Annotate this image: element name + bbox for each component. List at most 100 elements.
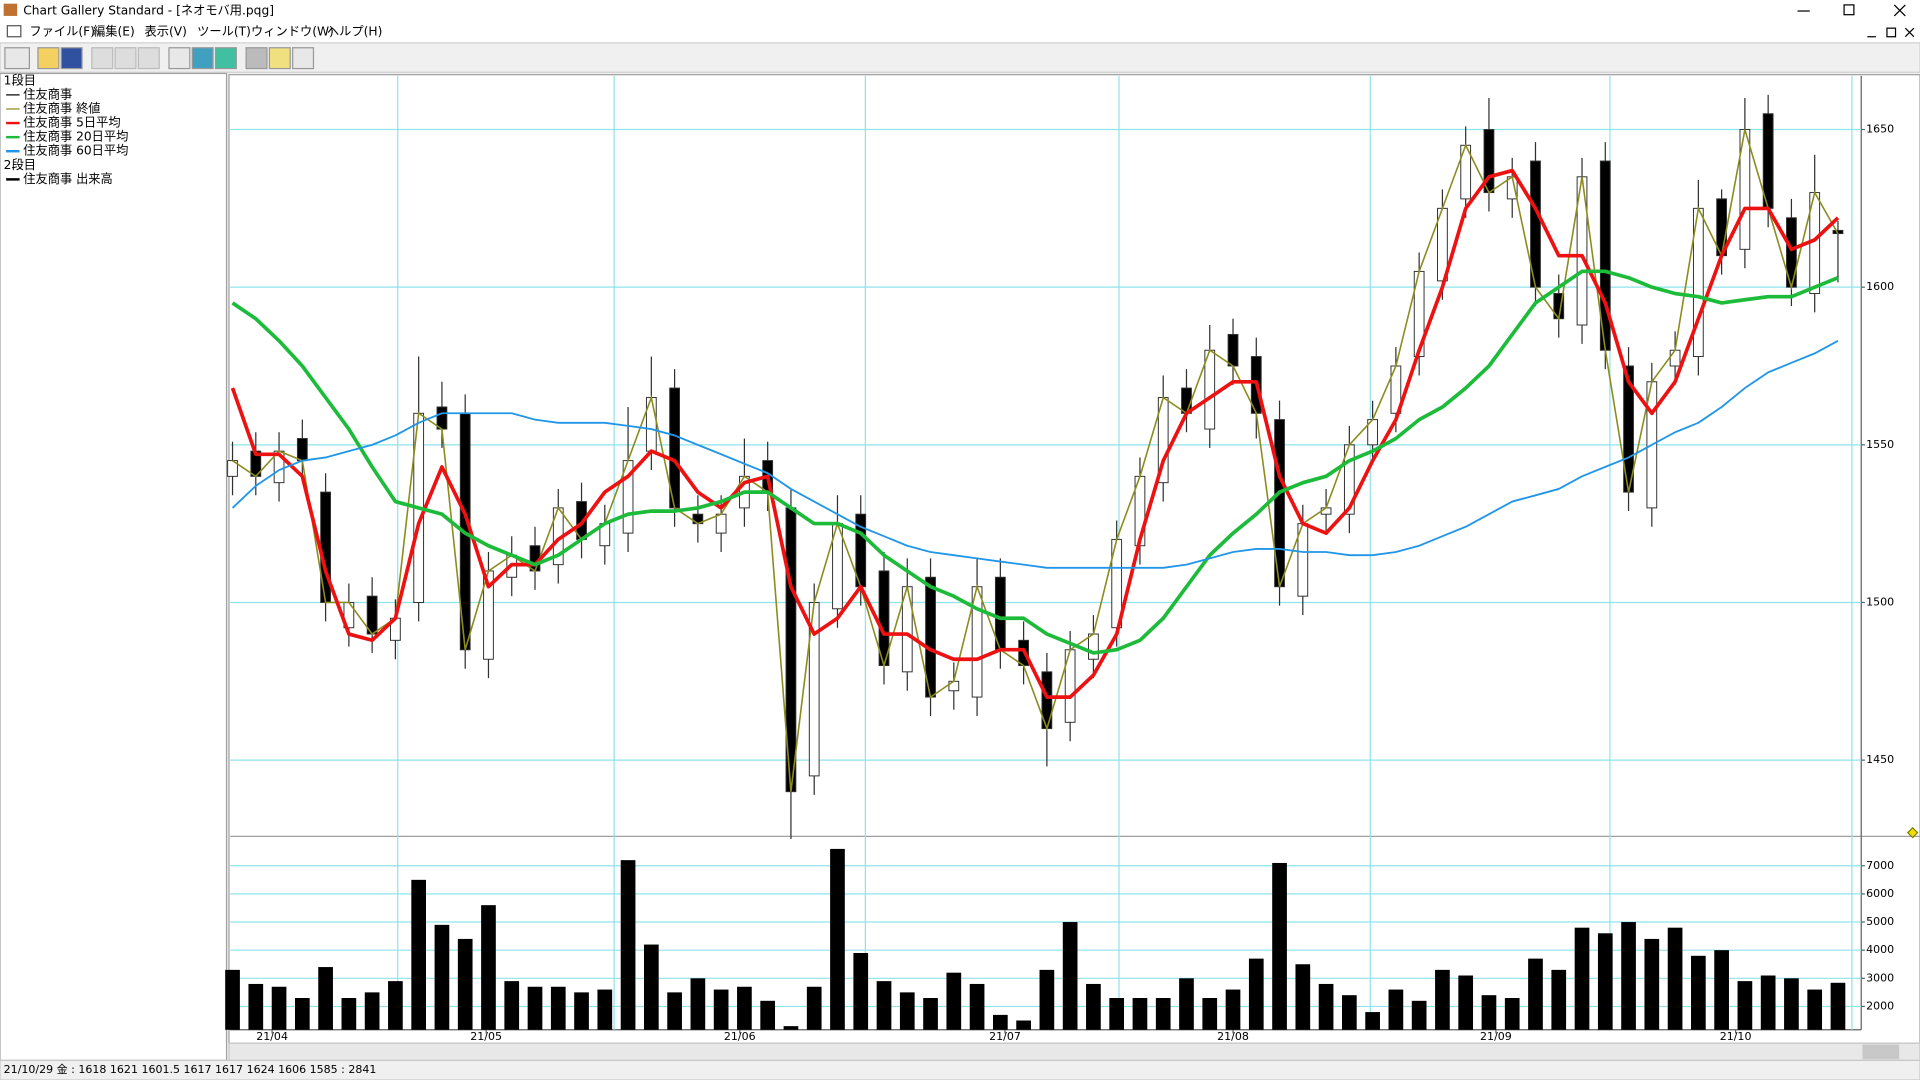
menu-item[interactable]: ヘルプ(H)	[327, 24, 382, 38]
tool-add[interactable]	[114, 47, 137, 70]
volume-bar	[388, 981, 403, 1030]
volume-bar	[504, 981, 520, 1030]
tool-copy[interactable]	[91, 47, 114, 70]
volume-bar	[294, 998, 310, 1030]
candle-body	[436, 406, 448, 430]
title-bar	[0, 0, 1920, 21]
volume-bar	[1551, 969, 1567, 1030]
plot: 1450 1500 1550 1600 1650 2000 3000 4000 5000 6000…	[225, 75, 1920, 1043]
tool-print[interactable]	[245, 47, 268, 70]
menu-item[interactable]: ファイル(F)	[29, 24, 95, 38]
doc-close[interactable]	[1904, 27, 1915, 38]
scrollbar[interactable]	[228, 1042, 1920, 1062]
volume-bar	[760, 1000, 776, 1030]
current-marker	[1906, 826, 1919, 839]
volume-bar	[1202, 998, 1218, 1030]
volume-bar	[667, 992, 682, 1030]
volume-bar	[1248, 958, 1264, 1030]
candle-body	[1088, 633, 1099, 660]
volume-bar	[1342, 995, 1357, 1030]
volume-bar	[411, 879, 427, 1030]
menu-bar	[0, 20, 1920, 43]
volume-bar	[1179, 978, 1194, 1030]
legend-label: 住友商事 出来高	[23, 172, 113, 186]
volume-tick-label: 2000	[1866, 999, 1894, 1012]
volume-bar	[1737, 981, 1753, 1030]
x-tick-label: 21/07	[989, 1030, 1021, 1043]
x-tick-label: 21/10	[1720, 1030, 1752, 1043]
menu-item[interactable]: 表示(V)	[144, 24, 186, 38]
tool-save[interactable]	[60, 47, 83, 70]
tool-sort[interactable]	[168, 47, 191, 70]
volume-bar	[1597, 933, 1613, 1030]
volume-bar	[899, 992, 915, 1030]
window-title: Chart Gallery Standard - [ネオモバ用.pqg]	[23, 4, 274, 18]
candle-body	[1227, 333, 1239, 367]
tool-open[interactable]	[37, 47, 60, 70]
volume-bar	[1528, 958, 1543, 1030]
x-tick-label: 21/08	[1217, 1030, 1249, 1043]
tool-context-help[interactable]	[292, 47, 315, 70]
volume-bar	[1132, 998, 1148, 1030]
volume-bar	[318, 967, 333, 1030]
doc-icon	[6, 25, 22, 38]
volume-bar	[1784, 978, 1799, 1030]
volume-bar	[1039, 969, 1055, 1030]
chart-area	[228, 74, 1920, 1044]
scroll-thumb[interactable]	[1862, 1044, 1900, 1060]
volume-bar	[1411, 1000, 1427, 1030]
panel-label: 1段目	[4, 72, 36, 87]
volume-bar	[992, 1014, 1008, 1030]
candle-body	[1669, 349, 1681, 367]
doc-restore[interactable]	[1886, 27, 1897, 38]
volume-bar	[248, 983, 264, 1030]
tool-chart[interactable]	[4, 47, 30, 70]
menu-item[interactable]: 編集(E)	[93, 23, 135, 38]
y-tick-label: 1450	[1866, 753, 1894, 766]
volume-bar	[1644, 938, 1660, 1030]
menu-item[interactable]: ウィンドウ(W)	[251, 24, 334, 38]
moving-average-line	[231, 269, 1839, 655]
x-tick-label: 21/05	[470, 1030, 502, 1043]
menu-item[interactable]: ツール(T)	[197, 24, 251, 38]
volume-bar	[946, 972, 962, 1030]
tool-up[interactable]	[214, 47, 237, 70]
volume-bar	[1318, 983, 1334, 1030]
window-controls[interactable]	[1797, 4, 1906, 17]
doc-controls[interactable]	[1867, 27, 1915, 38]
volume-bar	[690, 978, 706, 1030]
volume-tick-label: 7000	[1866, 859, 1894, 872]
volume-bar	[1155, 998, 1171, 1030]
close-button[interactable]	[1893, 4, 1906, 17]
moving-average-line	[231, 339, 1839, 569]
volume-bar	[876, 981, 892, 1030]
volume-bar	[1760, 975, 1776, 1030]
tool-delete[interactable]	[137, 47, 160, 70]
volume-bar	[1388, 989, 1404, 1030]
close-line	[232, 129, 1839, 792]
x-tick-label: 21/06	[724, 1030, 756, 1043]
x-tick-label: 21/04	[256, 1030, 288, 1043]
menu-items: ファイル(F)編集(E) 表示(V) ツール(T) ウィンドウ(W)ヘルプ(H)	[29, 23, 382, 38]
restore-button[interactable]	[1843, 4, 1855, 16]
volume-bar	[1504, 998, 1520, 1030]
volume-bar	[1714, 950, 1729, 1030]
volume-bar	[853, 952, 869, 1030]
volume-tick-label: 4000	[1866, 943, 1894, 956]
tool-down[interactable]	[191, 47, 214, 70]
tool-help[interactable]	[268, 47, 291, 70]
volume-bar	[1016, 1020, 1031, 1030]
volume-bar	[1807, 989, 1823, 1030]
y-tick-label: 1650	[1866, 123, 1894, 136]
legend-label: 住友商事	[23, 87, 72, 101]
volume-bar	[1225, 989, 1241, 1030]
status-text: 21/10/29 金 : 1618 1621 1601.5 1617 1617 …	[4, 1063, 377, 1076]
volume-bar	[434, 924, 450, 1030]
volume-bar	[643, 944, 659, 1030]
volume-bar	[620, 860, 636, 1030]
volume-bar	[830, 848, 845, 1030]
volume-bar	[1574, 927, 1590, 1030]
